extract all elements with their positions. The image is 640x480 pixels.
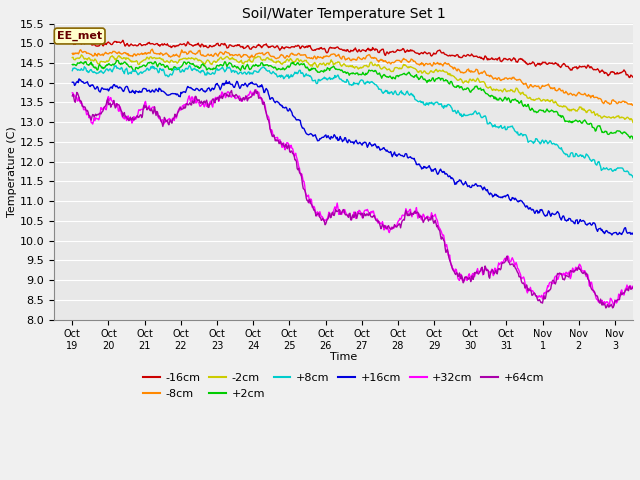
+2cm — [272, 66, 280, 72]
-16cm — [119, 37, 127, 43]
+16cm — [244, 84, 252, 90]
+16cm — [68, 79, 76, 85]
+2cm — [422, 78, 430, 84]
Legend: -16cm, -8cm, -2cm, +2cm, +8cm, +16cm, +32cm, +64cm: -16cm, -8cm, -2cm, +2cm, +8cm, +16cm, +3… — [139, 369, 548, 403]
+32cm — [136, 108, 144, 113]
-16cm — [272, 44, 280, 49]
-16cm — [422, 50, 430, 56]
+16cm — [272, 99, 280, 105]
+64cm — [251, 87, 259, 93]
-16cm — [294, 42, 302, 48]
-2cm — [294, 56, 302, 61]
+64cm — [136, 112, 144, 118]
-16cm — [68, 40, 76, 46]
-16cm — [244, 43, 252, 48]
+64cm — [602, 305, 610, 311]
-8cm — [68, 50, 76, 56]
-8cm — [148, 46, 156, 52]
+8cm — [272, 71, 280, 77]
+32cm — [455, 277, 463, 283]
+8cm — [294, 70, 302, 76]
+16cm — [455, 179, 463, 184]
-2cm — [272, 60, 280, 66]
-16cm — [137, 42, 145, 48]
+32cm — [272, 135, 280, 141]
Line: +64cm: +64cm — [72, 90, 640, 308]
-8cm — [294, 51, 302, 57]
+32cm — [294, 159, 302, 165]
Line: -16cm: -16cm — [72, 40, 640, 80]
+8cm — [136, 70, 144, 75]
Title: Soil/Water Temperature Set 1: Soil/Water Temperature Set 1 — [242, 7, 445, 21]
-8cm — [136, 51, 144, 57]
-2cm — [137, 60, 145, 65]
Y-axis label: Temperature (C): Temperature (C) — [7, 126, 17, 217]
+2cm — [68, 61, 76, 67]
+8cm — [186, 63, 193, 69]
-16cm — [455, 54, 463, 60]
Line: +16cm: +16cm — [72, 79, 640, 236]
Text: EE_met: EE_met — [57, 31, 102, 41]
+8cm — [455, 109, 463, 115]
-2cm — [68, 55, 76, 60]
-2cm — [422, 71, 430, 76]
+2cm — [113, 58, 121, 63]
Line: +8cm: +8cm — [72, 66, 640, 183]
-2cm — [77, 52, 85, 58]
+8cm — [422, 100, 430, 106]
+8cm — [244, 70, 252, 76]
+16cm — [76, 76, 83, 82]
+64cm — [294, 167, 302, 173]
+64cm — [68, 93, 76, 99]
-8cm — [455, 67, 463, 72]
-8cm — [272, 56, 280, 61]
+32cm — [252, 87, 259, 93]
+16cm — [294, 117, 302, 123]
Line: +2cm: +2cm — [72, 60, 640, 146]
-8cm — [422, 60, 430, 66]
+2cm — [244, 61, 252, 67]
-8cm — [244, 53, 252, 59]
Line: +32cm: +32cm — [72, 90, 640, 306]
+2cm — [137, 64, 145, 70]
+16cm — [137, 89, 145, 95]
+32cm — [68, 90, 76, 96]
-16cm — [639, 77, 640, 83]
+32cm — [243, 96, 250, 102]
+32cm — [422, 215, 430, 220]
+64cm — [455, 273, 463, 279]
+64cm — [243, 95, 250, 100]
+2cm — [294, 60, 302, 66]
Line: -2cm: -2cm — [72, 55, 640, 127]
X-axis label: Time: Time — [330, 352, 357, 362]
+64cm — [422, 215, 430, 221]
-8cm — [637, 107, 640, 113]
-2cm — [244, 59, 252, 65]
+64cm — [272, 137, 280, 143]
Line: -8cm: -8cm — [72, 49, 640, 110]
-2cm — [455, 77, 463, 83]
+8cm — [68, 68, 76, 73]
+16cm — [422, 166, 430, 171]
+32cm — [605, 303, 612, 309]
+2cm — [455, 83, 463, 89]
